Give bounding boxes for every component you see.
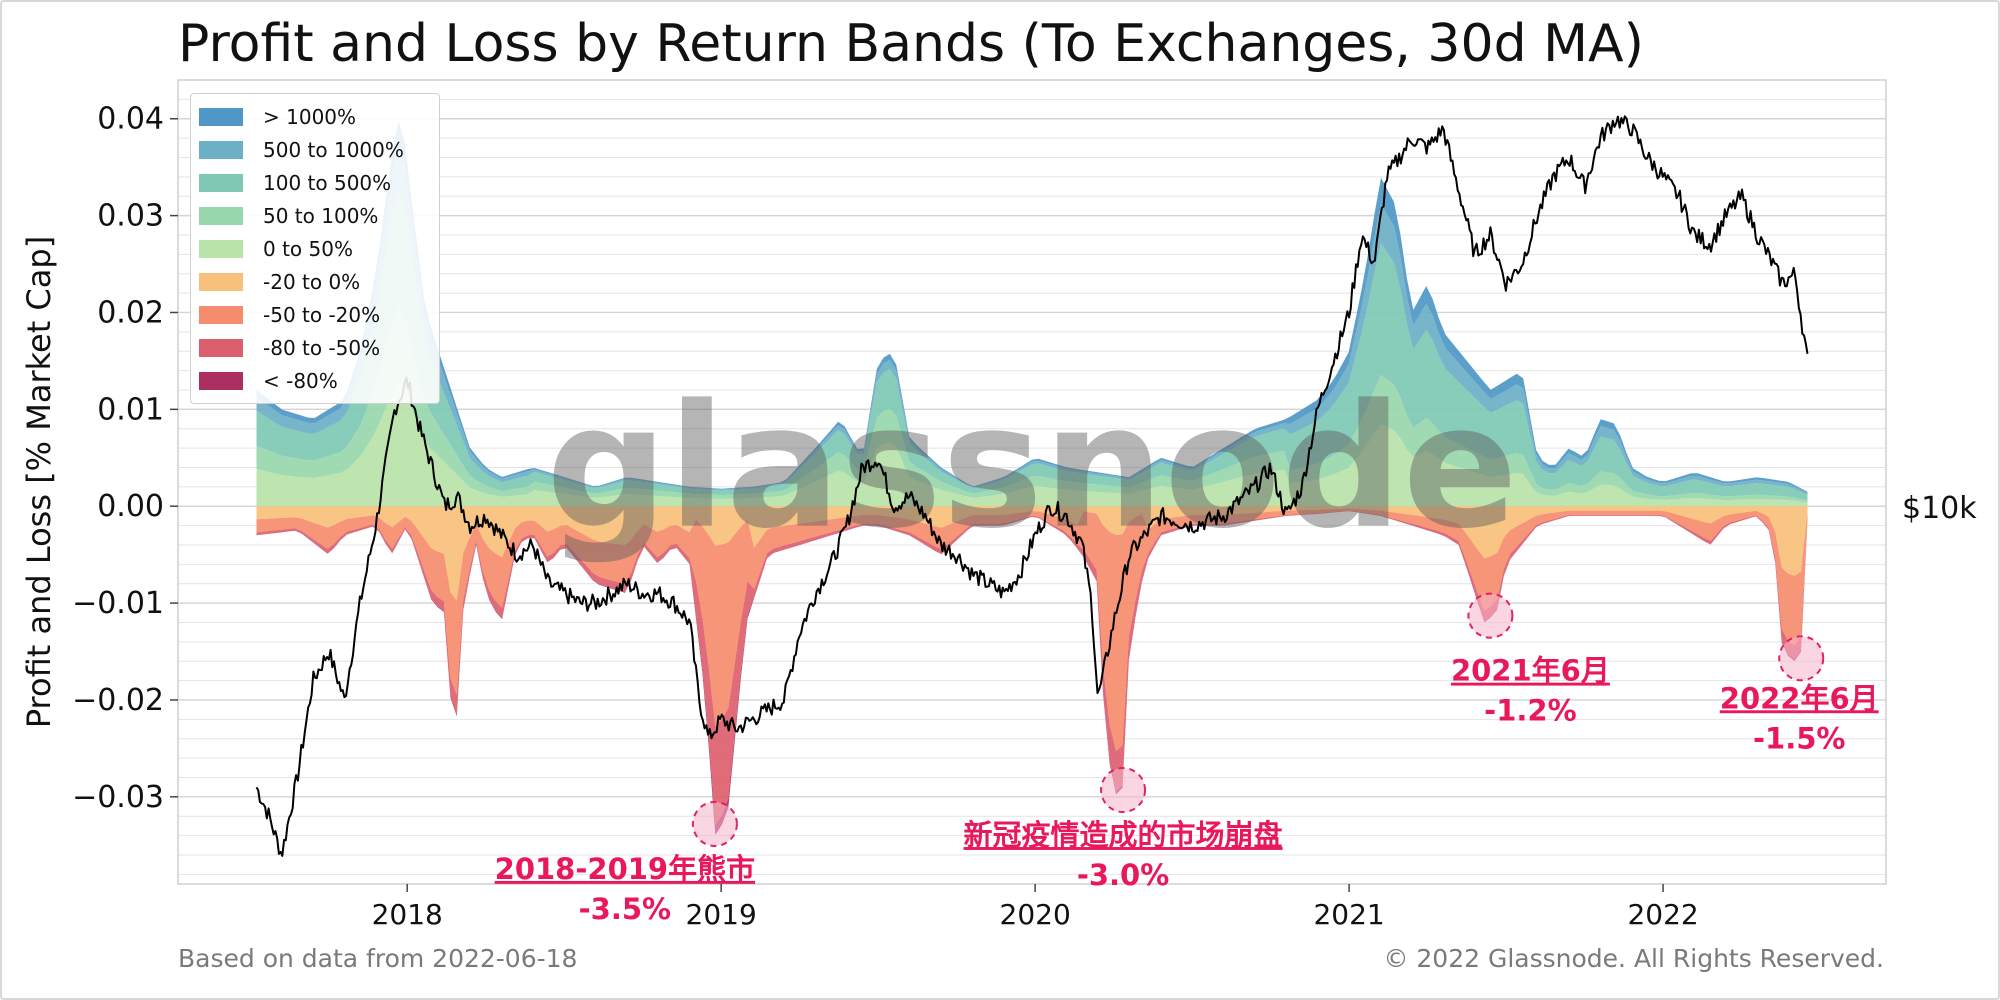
plot-border bbox=[177, 79, 1887, 885]
y-tick-label: 0.01 bbox=[97, 392, 164, 427]
y-tick-label: 0.04 bbox=[97, 102, 164, 137]
source-note: Based on data from 2022-06-18 bbox=[178, 944, 578, 973]
right-axis-label: $10k bbox=[1902, 491, 1977, 526]
y-tick-label: 0.00 bbox=[97, 489, 164, 524]
legend-label: 500 to 1000% bbox=[263, 137, 404, 162]
annotation-value: -1.5% bbox=[1753, 721, 1845, 755]
price-line bbox=[255, 115, 1809, 857]
legend-label: < -80% bbox=[263, 368, 338, 393]
legend-swatch bbox=[199, 239, 243, 258]
legend-item: -20 to 0% bbox=[199, 265, 431, 298]
annotation-marker bbox=[1100, 767, 1147, 814]
legend-label: -80 to -50% bbox=[263, 335, 381, 360]
legend-label: -50 to -20% bbox=[263, 302, 381, 327]
watermark-text: glassnode bbox=[546, 369, 1518, 567]
y-tick-label: −0.02 bbox=[72, 683, 164, 718]
price-layer bbox=[255, 115, 1809, 857]
legend-label: 100 to 500% bbox=[263, 170, 392, 195]
legend-swatch bbox=[199, 107, 243, 126]
annotation-value: -1.2% bbox=[1484, 694, 1576, 728]
annotation-value: -3.0% bbox=[1077, 858, 1169, 892]
band-minus20-to-0 bbox=[256, 506, 1808, 601]
annotation-marker bbox=[1778, 635, 1825, 682]
y-axis-label: Profit and Loss [% Market Cap] bbox=[20, 236, 58, 728]
band-minus50-to-minus20 bbox=[256, 508, 1808, 752]
x-tick-label: 2020 bbox=[1000, 898, 1071, 931]
annotation-label: 2022年6月 bbox=[1720, 681, 1879, 715]
band-100-to-500 bbox=[256, 190, 1808, 501]
y-tick-label: 0.03 bbox=[97, 199, 164, 234]
band-50-to-100 bbox=[256, 305, 1808, 503]
axes-layer: 2018 2019 2020 2021 2022 0.04 0.03 0.02 0.01 0.00… bbox=[20, 79, 1977, 931]
legend-swatch bbox=[199, 338, 243, 357]
annotation-marker bbox=[691, 800, 738, 847]
x-tick-label: 2018 bbox=[372, 898, 443, 931]
x-tick-label: 2022 bbox=[1627, 898, 1698, 931]
watermark-layer: glassnode bbox=[546, 369, 1518, 567]
y-tick-label: 0.02 bbox=[97, 295, 164, 330]
chart-legend: > 1000% 500 to 1000% 100 to 500% 50 to 100%… bbox=[190, 93, 440, 404]
x-tick-label: 2019 bbox=[686, 898, 757, 931]
legend-swatch bbox=[199, 272, 243, 291]
annotation-marker bbox=[1467, 592, 1514, 639]
x-tick-label: 2021 bbox=[1313, 898, 1384, 931]
legend-label: 50 to 100% bbox=[263, 203, 379, 228]
annotation-value: -3.5% bbox=[579, 892, 671, 926]
copyright-note: © 2022 Glassnode. All Rights Reserved. bbox=[1383, 944, 1884, 973]
legend-item: 0 to 50% bbox=[199, 232, 431, 265]
legend-item: 100 to 500% bbox=[199, 166, 431, 199]
legend-item: -80 to -50% bbox=[199, 331, 431, 364]
band-0-to-50 bbox=[256, 382, 1808, 507]
legend-item: -50 to -20% bbox=[199, 298, 431, 331]
legend-item: > 1000% bbox=[199, 100, 431, 133]
chart-title: Profit and Loss by Return Bands (To Exch… bbox=[178, 14, 1644, 74]
annotation-label: 2021年6月 bbox=[1451, 654, 1610, 688]
legend-label: -20 to 0% bbox=[263, 269, 361, 294]
y-tick-label: −0.01 bbox=[72, 586, 164, 621]
y-tick-label: −0.03 bbox=[72, 780, 164, 815]
legend-swatch bbox=[199, 305, 243, 324]
area-layer bbox=[256, 120, 1808, 835]
legend-item: 50 to 100% bbox=[199, 199, 431, 232]
annotation-layer: 2018-2019年熊市 -3.5% 新冠疫情造成的市场崩盘 -3.0% 2021年6月… bbox=[495, 592, 1879, 926]
legend-item: < -80% bbox=[199, 364, 431, 397]
legend-swatch bbox=[199, 206, 243, 225]
legend-swatch bbox=[199, 140, 243, 159]
legend-item: 500 to 1000% bbox=[199, 133, 431, 166]
legend-label: > 1000% bbox=[263, 104, 357, 129]
legend-label: 0 to 50% bbox=[263, 236, 353, 261]
legend-swatch bbox=[199, 173, 243, 192]
annotation-label: 2018-2019年熊市 bbox=[495, 852, 755, 886]
legend-swatch bbox=[199, 371, 243, 390]
annotation-label: 新冠疫情造成的市场崩盘 bbox=[964, 818, 1283, 852]
